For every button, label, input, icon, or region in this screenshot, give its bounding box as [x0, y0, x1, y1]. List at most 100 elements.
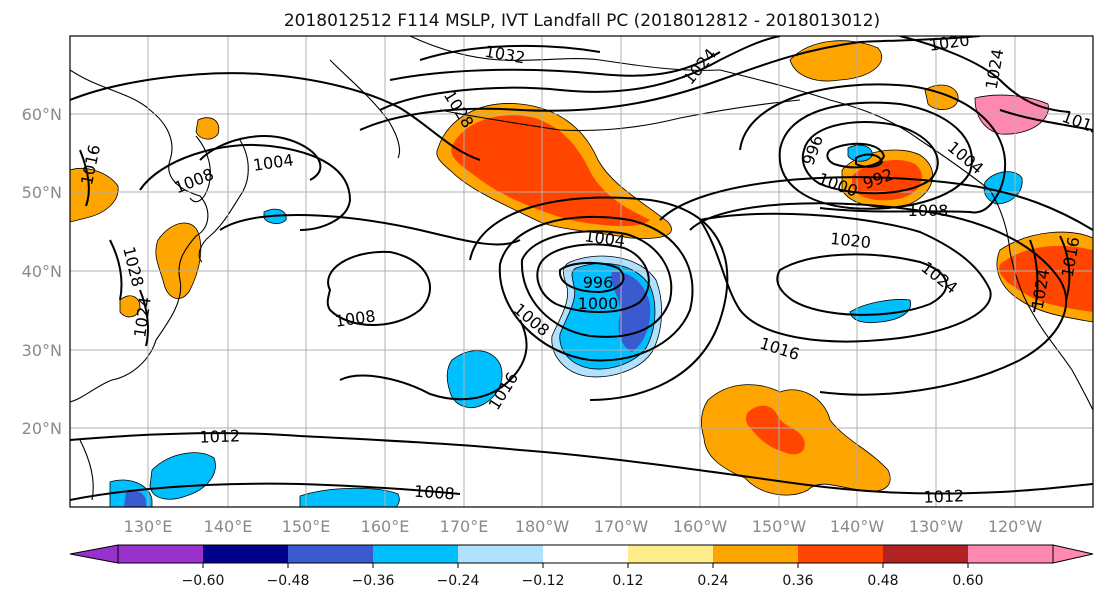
isobar-label: 1020	[928, 30, 971, 54]
colorbar-bin	[883, 545, 968, 563]
colorbar-bin	[373, 545, 458, 563]
colorbar-bin	[798, 545, 883, 563]
isobar-1000-ak	[801, 121, 939, 195]
lon-tick-label: 140°W	[830, 517, 885, 536]
lon-tick-label: 180°W	[515, 517, 570, 536]
coast-korea	[189, 135, 211, 203]
shade-red-us-west	[999, 245, 1093, 312]
colorbar-bin	[968, 545, 1053, 563]
colorbar-tick-label: 0.60	[952, 573, 983, 589]
colorbar-tick-label: 0.24	[697, 573, 728, 589]
isobar-label: 1012	[199, 426, 240, 446]
isobar-1028-asia-south	[109, 239, 123, 301]
isobar-1016-west	[339, 319, 528, 401]
colorbar-tick-label: 0.48	[867, 573, 898, 589]
isobar-1016-east	[689, 202, 1068, 396]
colorbar-ticks	[202, 563, 969, 568]
lon-tick-label: 170°W	[594, 517, 649, 536]
map-panel: 1032 1028 1024 1020 1024 1012 1004 1008 …	[69, 30, 1094, 508]
isobar-1012-ne	[999, 109, 1093, 131]
lon-tick-label: 130°W	[909, 517, 964, 536]
isobar-1008-south	[70, 482, 461, 501]
coast-north-america	[989, 189, 1093, 411]
lon-tick-label: 140°E	[204, 517, 253, 536]
isobar-1028-north	[389, 51, 721, 81]
colorbar-bin	[288, 545, 373, 563]
isobars	[70, 36, 1093, 501]
isobar-1008-asia	[139, 144, 352, 231]
lat-tick-label: 40°N	[22, 262, 62, 281]
lat-tick-label: 20°N	[22, 419, 62, 438]
lat-tick-label: 30°N	[22, 341, 62, 360]
isobar-1016-low	[469, 196, 729, 401]
coastlines	[70, 36, 1093, 501]
colorbar-bin	[458, 545, 543, 563]
colorbar-tick-label: −0.36	[352, 573, 395, 589]
isobar-label: 1020	[829, 229, 871, 252]
coast-japan	[198, 139, 249, 263]
latitude-tick-labels: 60°N 50°N 40°N 30°N 20°N	[22, 105, 62, 438]
isobar-label: 1012	[923, 486, 964, 506]
coast-alaska	[719, 69, 991, 191]
longitude-tick-labels: 130°E 140°E 150°E 160°E 170°E 180°W 170°…	[124, 517, 1043, 536]
colorbar-bin	[203, 545, 288, 563]
isobar-1028-asia	[70, 72, 481, 161]
colorbar-tick-label: 0.12	[612, 573, 643, 589]
colorbar-bin	[713, 545, 798, 563]
coast-asia	[70, 69, 209, 403]
lat-tick-label: 50°N	[22, 183, 62, 202]
map-title: 2018012512 F114 MSLP, IVT Landfall PC (2…	[284, 11, 880, 31]
isobar-996-low	[558, 262, 625, 294]
isobar-1020-north	[359, 36, 981, 131]
positive-shading	[70, 40, 1093, 496]
lon-tick-label: 160°E	[361, 517, 410, 536]
shade-red-central-pacific	[451, 115, 650, 227]
coast-bering	[409, 36, 721, 71]
isobar-1024-east	[776, 253, 948, 316]
colorbar-frame	[117, 544, 1054, 564]
isobar-1012-east	[659, 176, 1093, 231]
isobar-1024-us	[1029, 239, 1039, 313]
coast-aleutians	[439, 99, 801, 132]
lon-tick-label: 150°E	[282, 517, 331, 536]
lon-tick-label: 120°W	[988, 517, 1043, 536]
shade-cyan-east-pac	[849, 299, 912, 324]
shade-blue-south	[124, 490, 147, 507]
shade-cyan-gulf-ak	[847, 144, 873, 162]
isobar-1016-asia	[79, 149, 90, 207]
isobar-1024-north	[379, 36, 781, 111]
colorbar: −0.60 −0.48 −0.36 −0.24 −0.12 0.12 0.24 …	[69, 544, 1094, 589]
isobar-1012-south	[70, 432, 1093, 495]
isobar-1004-low	[520, 230, 673, 338]
colorbar-tick-label: −0.48	[267, 573, 310, 589]
lat-tick-label: 60°N	[22, 105, 62, 124]
shade-orange-korea	[195, 117, 220, 140]
isobar-label: 996	[583, 273, 614, 292]
map-frame	[69, 35, 1094, 508]
isobar-1016-us	[1059, 235, 1071, 301]
colorbar-bin	[628, 545, 713, 563]
isobar-label: 1008	[413, 482, 455, 504]
isobar-1012-west	[219, 214, 521, 246]
isobar-1000-low	[536, 243, 650, 313]
isobar-992-ak	[855, 153, 884, 168]
lon-tick-label: 130°E	[124, 517, 173, 536]
isobar-1024-asia-south	[139, 289, 149, 347]
colorbar-tick-label: −0.60	[182, 573, 225, 589]
isobar-1008-west	[326, 250, 431, 326]
lon-tick-label: 160°W	[673, 517, 728, 536]
isobar-1024-ne	[899, 36, 1071, 113]
colorbar-tick-label: −0.24	[437, 573, 480, 589]
isobar-1032	[419, 44, 601, 61]
isobar-1020-east	[699, 212, 992, 343]
shade-red-hawaii	[745, 405, 805, 455]
colorbar-bin	[118, 545, 203, 563]
lon-tick-label: 150°W	[752, 517, 807, 536]
gridlines	[70, 36, 1093, 507]
colorbar-tick-labels: −0.60 −0.48 −0.36 −0.24 −0.12 0.12 0.24 …	[182, 573, 984, 589]
isobar-label: 1000	[578, 294, 619, 313]
colorbar-tick-label: 0.36	[782, 573, 813, 589]
shade-orange-sea	[119, 295, 141, 318]
